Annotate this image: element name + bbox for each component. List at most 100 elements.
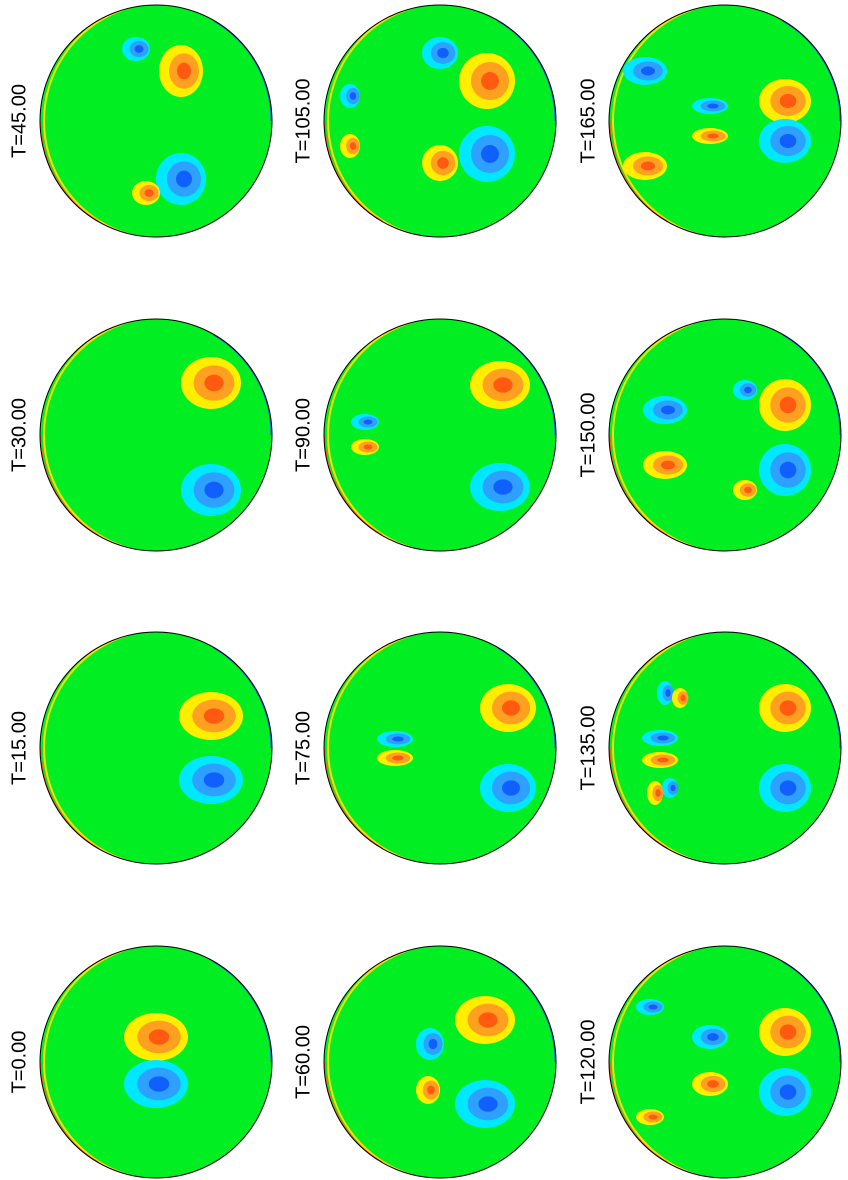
negative-vortex: [349, 92, 357, 100]
positive-vortex: [493, 377, 513, 393]
panel: T=165.00: [577, 4, 842, 238]
positive-vortex: [148, 1029, 170, 1045]
negative-vortex: [363, 419, 373, 425]
negative-vortex: [640, 66, 656, 76]
panel-outline: [608, 631, 842, 865]
background-field: [40, 319, 272, 551]
negative-vortex: [779, 1084, 797, 1100]
background-field: [609, 319, 841, 551]
background-field: [609, 5, 841, 237]
positive-vortex: [648, 1114, 658, 1120]
positive-vortex: [204, 374, 224, 392]
positive-vortex: [427, 1085, 435, 1095]
field: [40, 319, 272, 551]
negative-vortex: [493, 479, 513, 495]
negative-vortex: [481, 145, 499, 163]
wall-layer: [327, 632, 556, 864]
negative-vortex: [176, 170, 192, 188]
positive-vortex: [144, 189, 154, 197]
negative-vortex: [648, 1004, 658, 1010]
panel-outline: [39, 4, 273, 238]
field: [609, 319, 841, 551]
panel-label: T=75.00: [292, 711, 314, 785]
negative-vortex: [437, 47, 449, 59]
wall-layer: [612, 946, 841, 1178]
panel-outline: [323, 631, 557, 865]
positive-vortex: [707, 1080, 719, 1088]
positive-vortex: [640, 161, 656, 171]
background-field: [40, 5, 272, 237]
positive-vortex: [481, 72, 499, 90]
background-field: [324, 632, 556, 864]
positive-vortex: [655, 789, 661, 797]
negative-vortex: [660, 405, 676, 415]
negative-vortex: [707, 1033, 719, 1041]
negative-vortex: [502, 780, 520, 796]
negative-vortex: [744, 386, 752, 394]
negative-vortex: [779, 461, 797, 479]
panel: T=150.00: [577, 318, 842, 552]
negative-vortex: [392, 736, 404, 742]
positive-vortex: [779, 93, 797, 109]
field: [40, 946, 272, 1178]
positive-vortex: [349, 142, 357, 150]
positive-vortex: [657, 757, 669, 763]
panel-label: T=120.00: [577, 1019, 599, 1104]
wall-layer: [327, 946, 556, 1178]
negative-vortex: [134, 45, 144, 53]
positive-vortex: [660, 460, 676, 470]
positive-vortex: [437, 157, 449, 169]
background-field: [609, 946, 841, 1178]
panel: T=45.00: [8, 4, 273, 238]
field: [40, 632, 272, 864]
panel: T=120.00: [577, 945, 842, 1179]
panel: T=30.00: [8, 318, 273, 552]
wall-layer: [612, 319, 841, 551]
positive-vortex: [779, 396, 797, 414]
panel-label: T=135.00: [577, 705, 599, 790]
panel-outline: [608, 945, 842, 1179]
panel-label: T=90.00: [292, 398, 314, 472]
negative-vortex: [148, 1076, 170, 1092]
panel-label: T=165.00: [577, 78, 599, 163]
panel: T=105.00: [292, 4, 557, 238]
field: [609, 5, 841, 237]
positive-vortex: [779, 700, 797, 716]
panel-outline: [608, 4, 842, 238]
negative-vortex: [665, 689, 671, 697]
panel-label: T=60.00: [292, 1025, 314, 1099]
positive-vortex: [502, 700, 520, 716]
wall-layer: [43, 5, 272, 237]
background-field: [324, 946, 556, 1178]
panel: T=60.00: [292, 945, 557, 1179]
background-field: [324, 319, 556, 551]
panel: T=90.00: [292, 318, 557, 552]
panel-label: T=15.00: [8, 711, 30, 785]
wall-layer: [327, 319, 556, 551]
positive-vortex: [203, 708, 225, 724]
panel-outline: [39, 945, 273, 1179]
panel-label: T=105.00: [292, 78, 314, 163]
panel-outline: [323, 945, 557, 1179]
panel-outline: [39, 318, 273, 552]
negative-vortex: [779, 133, 797, 149]
panel-outline: [323, 318, 557, 552]
negative-vortex: [478, 1096, 498, 1112]
negative-vortex: [779, 780, 797, 796]
panel-label: T=0.00: [8, 1031, 30, 1094]
positive-vortex: [363, 444, 373, 450]
panel-outline: [323, 4, 557, 238]
field: [324, 5, 556, 237]
wall-layer: [43, 946, 272, 1178]
field: [324, 946, 556, 1178]
panel: T=75.00: [292, 631, 557, 865]
wall-layer: [43, 319, 272, 551]
panel: T=15.00: [8, 631, 273, 865]
wall-layer: [612, 5, 841, 237]
panel-label: T=45.00: [8, 84, 30, 158]
panel-outline: [608, 318, 842, 552]
background-field: [609, 632, 841, 864]
positive-vortex: [680, 694, 686, 702]
